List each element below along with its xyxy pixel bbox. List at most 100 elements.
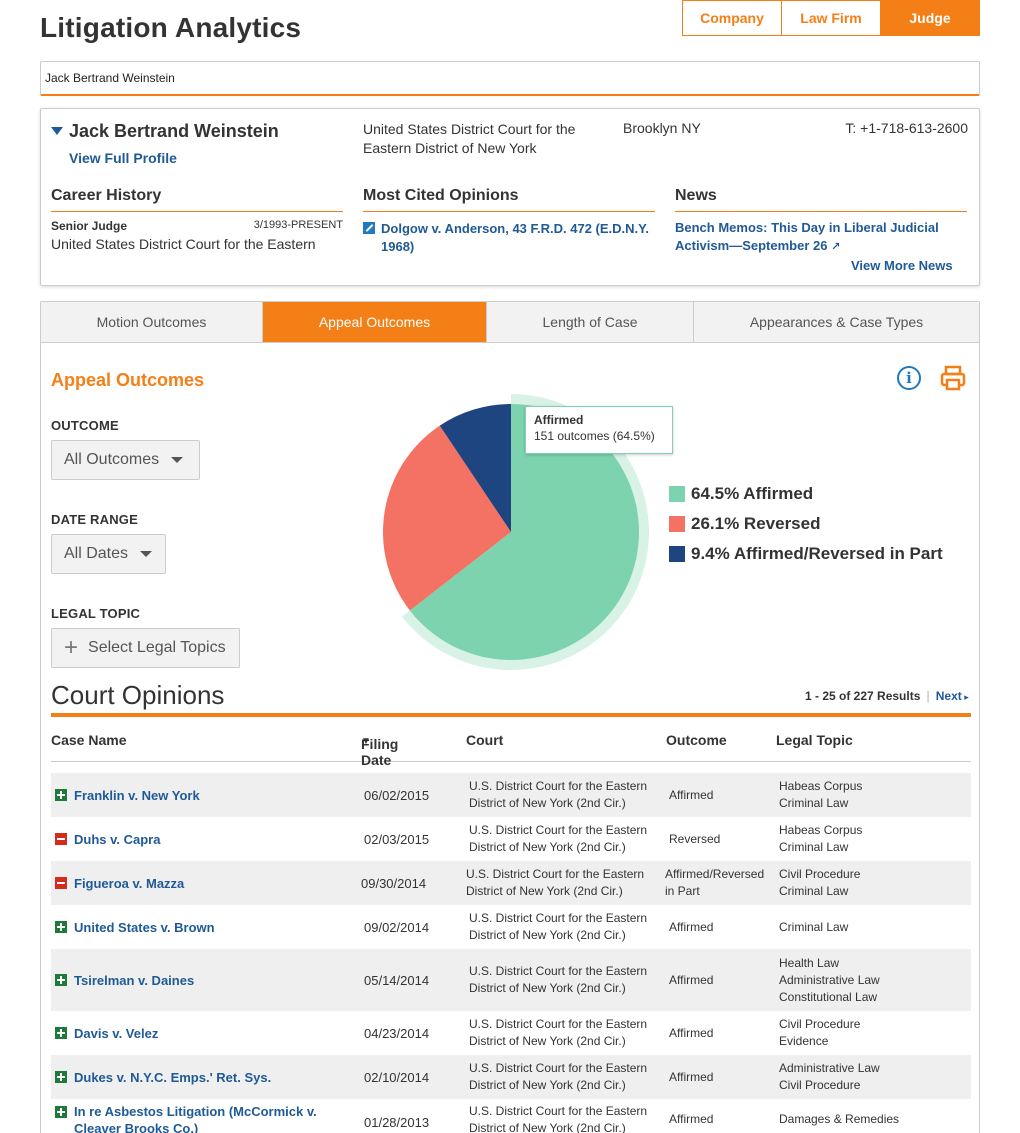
expand-plus-icon[interactable] xyxy=(55,974,67,986)
legal-topic-label: LEGAL TOPIC xyxy=(51,606,141,621)
chart-legend: 64.5% Affirmed 26.1% Reversed 9.4% Affir… xyxy=(669,484,943,574)
legal-topic: Habeas Corpus xyxy=(779,779,863,793)
legal-topic: Civil Procedure xyxy=(779,867,861,881)
case-name-link[interactable]: Dukes v. N.Y.C. Emps.' Ret. Sys. xyxy=(55,1069,271,1086)
career-court: United States District Court for the Eas… xyxy=(51,236,316,252)
legal-topic: Administrative Law xyxy=(779,972,880,987)
judge-court: United States District Court for the Eas… xyxy=(363,121,576,156)
case-name-link[interactable]: Franklin v. New York xyxy=(55,787,200,804)
pie-slice-reversed[interactable] xyxy=(383,425,511,611)
court-name: U.S. District Court for the Eastern Dist… xyxy=(469,1104,648,1133)
search-input[interactable] xyxy=(40,61,980,96)
document-icon xyxy=(363,222,375,234)
filing-date: 05/14/2014 xyxy=(364,972,430,988)
outcome-value: Affirmed/Reversed in Part xyxy=(665,867,765,898)
print-icon[interactable] xyxy=(939,364,967,392)
legal-topics: Criminal Law xyxy=(779,919,848,936)
case-name-link[interactable]: Duhs v. Capra xyxy=(55,831,160,848)
pie-slice-affirmed[interactable] xyxy=(409,404,639,660)
case-name-link[interactable]: Tsirelman v. Daines xyxy=(55,972,194,989)
entity-tabs: Company Law Firm Judge xyxy=(682,0,980,36)
case-name-link[interactable]: United States v. Brown xyxy=(55,919,215,936)
legal-topic: Evidence xyxy=(779,1034,829,1048)
column-outcome[interactable]: Outcome xyxy=(666,732,727,748)
case-name: United States v. Brown xyxy=(74,919,215,935)
cited-opinion-link[interactable]: Dolgow v. Anderson, 43 F.R.D. 472 (E.D.N… xyxy=(381,221,649,254)
chevron-right-icon: ▸ xyxy=(961,692,969,702)
view-full-profile-link[interactable]: View Full Profile xyxy=(69,150,177,166)
case-name: Tsirelman v. Daines xyxy=(74,972,195,988)
table-row[interactable]: Duhs v. Capra 02/03/2015 U.S. District Cou… xyxy=(51,817,971,861)
tab-company[interactable]: Company xyxy=(683,1,782,35)
outcome-value: Reversed xyxy=(669,831,721,846)
table-row[interactable]: Dukes v. N.Y.C. Emps.' Ret. Sys. 02/10/20… xyxy=(51,1055,971,1099)
column-case-name[interactable]: Case Name xyxy=(51,732,127,748)
case-name-link[interactable]: Figueroa v. Mazza xyxy=(55,875,184,892)
legal-topic: Habeas Corpus xyxy=(779,823,863,837)
court-name: U.S. District Court for the Eastern Dist… xyxy=(469,823,648,854)
legend-item-reversed: 26.1% Reversed xyxy=(669,514,943,534)
minus-icon[interactable] xyxy=(55,877,67,889)
expand-plus-icon[interactable] xyxy=(55,921,67,933)
legal-topics: Civil Procedure Evidence xyxy=(779,1016,860,1050)
column-court[interactable]: Court xyxy=(466,732,504,748)
external-link-icon: ↗ xyxy=(831,241,841,253)
view-more-news-link[interactable]: View More News xyxy=(851,258,953,273)
table-row[interactable]: Davis v. Velez 04/23/2014 U.S. District Co… xyxy=(51,1011,971,1055)
pie-slice-affirmed-reversed-in-part[interactable] xyxy=(439,404,511,532)
case-name-link[interactable]: In re Asbestos Litigation (McCormick v. … xyxy=(55,1103,345,1133)
legend-swatch xyxy=(669,516,685,532)
news-link[interactable]: Bench Memos: This Day in Liberal Judicia… xyxy=(675,220,939,253)
table-row[interactable]: United States v. Brown 09/02/2014 U.S. Dis… xyxy=(51,905,971,949)
legend-item-partial: 9.4% Affirmed/Reversed in Part xyxy=(669,544,943,564)
news-heading: News xyxy=(675,187,967,212)
table-row[interactable]: Franklin v. New York 06/02/2015 U.S. Distr… xyxy=(51,773,971,817)
tab-motion-outcomes[interactable]: Motion Outcomes xyxy=(41,302,263,342)
next-page-link[interactable]: Next ▸ xyxy=(935,689,969,703)
appeal-outcomes-pie-chart xyxy=(383,394,649,670)
column-legal-topic[interactable]: Legal Topic xyxy=(776,732,853,748)
table-row[interactable]: Figueroa v. Mazza 09/30/2014 U.S. District… xyxy=(51,861,971,905)
filing-date: 04/23/2014 xyxy=(364,1025,430,1041)
outcome-value: Affirmed xyxy=(669,1025,714,1040)
case-name: Dukes v. N.Y.C. Emps.' Ret. Sys. xyxy=(74,1069,272,1085)
legal-topic: Civil Procedure xyxy=(779,1017,861,1031)
opinions-table-body: Franklin v. New York 06/02/2015 U.S. Distr… xyxy=(51,773,971,1133)
tab-judge[interactable]: Judge xyxy=(881,1,979,35)
news-section: News Bench Memos: This Day in Liberal Ju… xyxy=(675,187,967,256)
results-count: 1 - 25 of 227 Results xyxy=(805,689,921,703)
case-name: Franklin v. New York xyxy=(74,787,200,803)
minus-icon[interactable] xyxy=(55,833,67,845)
tab-appearances-case-types[interactable]: Appearances & Case Types xyxy=(694,302,979,342)
chevron-down-icon xyxy=(140,551,153,557)
table-row[interactable]: In re Asbestos Litigation (McCormick v. … xyxy=(51,1099,971,1133)
court-opinions-title: Court Opinions xyxy=(51,680,225,710)
legal-topics: Civil Procedure Criminal Law xyxy=(779,866,860,900)
legal-topics: Habeas Corpus Criminal Law xyxy=(779,778,862,812)
table-row[interactable]: Tsirelman v. Daines 05/14/2014 U.S. Distri… xyxy=(51,949,971,1011)
info-icon[interactable]: i xyxy=(897,366,921,390)
tab-length-of-case[interactable]: Length of Case xyxy=(487,302,694,342)
case-name-link[interactable]: Davis v. Velez xyxy=(55,1025,158,1042)
expand-plus-icon[interactable] xyxy=(55,1071,67,1083)
legal-topic: Criminal Law xyxy=(779,840,849,854)
legend-swatch xyxy=(669,546,685,562)
court-name: U.S. District Court for the Eastern Dist… xyxy=(469,1017,648,1048)
filing-date: 09/30/2014 xyxy=(361,875,427,891)
app-title: Litigation Analytics xyxy=(40,12,302,43)
legal-topic-selector[interactable]: + Select Legal Topics xyxy=(51,628,240,668)
tab-appeal-outcomes[interactable]: Appeal Outcomes xyxy=(263,302,487,342)
date-range-dropdown[interactable]: All Dates xyxy=(51,534,166,574)
filing-date: 06/02/2015 xyxy=(364,787,430,803)
expand-plus-icon[interactable] xyxy=(55,789,67,801)
tab-law-firm[interactable]: Law Firm xyxy=(782,1,881,35)
career-title: Senior Judge xyxy=(51,219,128,233)
outcome-dropdown[interactable]: All Outcomes xyxy=(51,440,200,480)
collapse-caret-icon[interactable] xyxy=(51,127,63,135)
outcome-value: Affirmed xyxy=(669,787,714,802)
expand-plus-icon[interactable] xyxy=(55,1106,67,1118)
divider xyxy=(51,713,971,717)
outcome-value: Affirmed xyxy=(669,919,714,934)
expand-plus-icon[interactable] xyxy=(55,1027,67,1039)
judge-phone: T: +1-718-613-2600 xyxy=(845,120,968,136)
